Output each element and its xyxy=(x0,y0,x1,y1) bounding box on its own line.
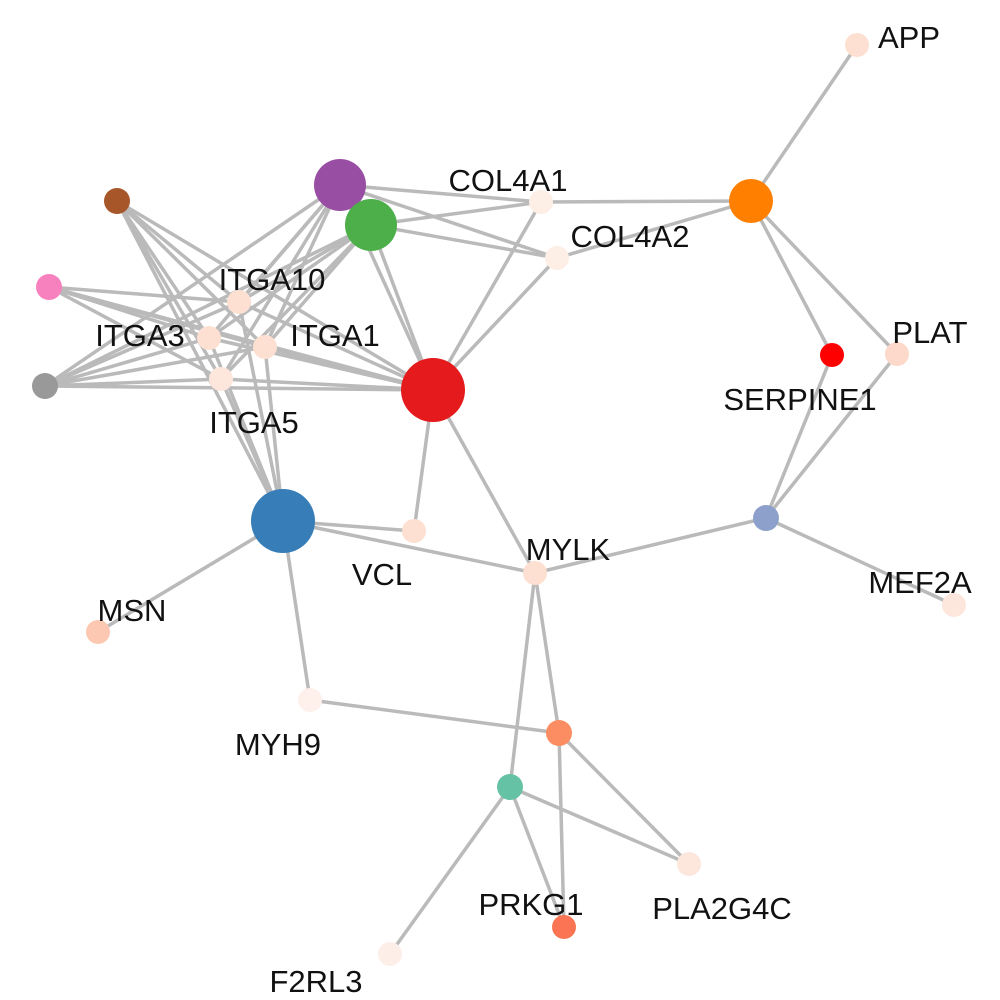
node-label-itga5: ITGA5 xyxy=(209,405,299,440)
edge-plat-hub-lavender xyxy=(764,352,899,520)
edge-hub-teal-f2rl3 xyxy=(388,785,512,956)
node-label-col4a1: COL4A1 xyxy=(449,163,568,198)
edge-hub-brown-itga10 xyxy=(115,199,241,304)
node-label-itga1: ITGA1 xyxy=(290,318,380,353)
edge-hub-pink-itga5 xyxy=(48,285,222,381)
edge-hub-purple-col4a1 xyxy=(339,183,542,204)
node-itga1[interactable] xyxy=(253,335,277,359)
edge-hub-purple-col4a2 xyxy=(339,183,558,260)
edge-hub-green-col4a1 xyxy=(370,200,542,227)
edge-hub-teal-prkg1 xyxy=(508,786,566,928)
edge-hub-red-hub-grey xyxy=(44,384,434,392)
edge-hub-grey-itga5 xyxy=(44,377,222,388)
node-label-serpine1: SERPINE1 xyxy=(723,382,876,417)
node-itga3[interactable] xyxy=(197,326,221,350)
node-label-itga10: ITGA10 xyxy=(219,262,326,297)
node-plat[interactable] xyxy=(885,342,909,366)
edge-hub-orange-col4a1 xyxy=(540,199,752,204)
edge-hub-brown-itga1 xyxy=(115,199,267,349)
node-label-mylk: MYLK xyxy=(526,532,611,567)
node-pla2g4c[interactable] xyxy=(677,852,701,876)
node-hub-teal[interactable] xyxy=(497,774,523,800)
node-label-vcl: VCL xyxy=(352,557,412,592)
edge-hub-pink-itga1 xyxy=(48,285,266,349)
node-mef2a[interactable] xyxy=(942,593,966,617)
node-col4a1[interactable] xyxy=(529,190,553,214)
node-msn[interactable] xyxy=(86,620,110,644)
node-hub-brown[interactable] xyxy=(104,188,130,214)
node-label-myh9: MYH9 xyxy=(235,727,321,762)
edge-serpine1-hub-lavender xyxy=(764,354,834,519)
node-hub-pink[interactable] xyxy=(36,274,62,300)
node-hub-green[interactable] xyxy=(345,199,397,251)
edge-layer xyxy=(44,44,955,956)
node-label-pla2g4c: PLA2G4C xyxy=(652,891,792,926)
node-hub-purple[interactable] xyxy=(314,159,366,211)
node-hub-orange[interactable] xyxy=(729,179,773,223)
edge-hub-grey-itga1 xyxy=(44,345,266,388)
edge-hub-grey-itga10 xyxy=(44,300,240,388)
edge-hub-purple-hub-grey xyxy=(44,183,341,388)
node-label-app: APP xyxy=(878,20,940,55)
node-hub-salmon[interactable] xyxy=(546,720,572,746)
edge-hub-lavender-mylk xyxy=(534,516,767,575)
node-col4a2[interactable] xyxy=(545,246,569,270)
node-app[interactable] xyxy=(845,33,869,57)
node-hub-lavender[interactable] xyxy=(753,505,779,531)
edge-hub-lavender-mef2a xyxy=(765,516,955,607)
edge-hub-grey-itga3 xyxy=(44,336,210,388)
node-serpine1[interactable] xyxy=(820,343,844,367)
edge-hub-green-col4a2 xyxy=(370,223,558,260)
node-layer xyxy=(32,33,966,966)
edge-myh9-hub-salmon xyxy=(309,698,560,735)
edge-app-hub-orange xyxy=(749,44,859,202)
node-label-prkg1: PRKG1 xyxy=(478,887,583,922)
node-prkg1[interactable] xyxy=(552,915,576,939)
edge-hub-blue-mylk xyxy=(282,519,536,575)
edge-hub-orange-plat xyxy=(749,199,899,356)
edge-hub-salmon-pla2g4c xyxy=(557,731,691,866)
edge-col4a1-hub-red xyxy=(431,201,543,391)
node-hub-red[interactable] xyxy=(401,358,465,422)
edge-mylk-hub-teal xyxy=(508,572,537,788)
node-vcl[interactable] xyxy=(402,519,426,543)
node-itga10[interactable] xyxy=(227,290,251,314)
node-itga5[interactable] xyxy=(209,367,233,391)
edge-hub-red-mylk xyxy=(431,389,537,574)
edge-hub-red-hub-brown xyxy=(116,199,434,392)
node-mylk[interactable] xyxy=(523,561,547,585)
edge-hub-pink-itga10 xyxy=(48,285,240,304)
edge-hub-orange-serpine1 xyxy=(749,200,834,356)
edge-hub-teal-pla2g4c xyxy=(509,785,690,866)
node-hub-blue[interactable] xyxy=(251,489,315,553)
node-label-msn: MSN xyxy=(98,593,167,628)
edge-hub-salmon-prkg1 xyxy=(557,732,566,928)
edge-hub-red-itga10 xyxy=(238,300,434,392)
edge-hub-blue-msn xyxy=(97,519,284,634)
node-f2rl3[interactable] xyxy=(378,942,402,966)
node-label-plat: PLAT xyxy=(892,315,967,350)
edge-hub-green-itga5 xyxy=(219,223,373,381)
node-hub-grey[interactable] xyxy=(32,373,58,399)
node-label-itga3: ITGA3 xyxy=(95,318,185,353)
edge-itga10-hub-blue xyxy=(237,301,285,522)
edge-hub-green-hub-grey xyxy=(44,223,372,388)
node-label-col4a2: COL4A2 xyxy=(571,219,690,254)
node-label-mef2a: MEF2A xyxy=(868,565,972,600)
node-myh9[interactable] xyxy=(298,688,322,712)
edge-hub-purple-itga5 xyxy=(219,184,342,380)
node-label-f2rl3: F2RL3 xyxy=(269,964,362,999)
edge-hub-orange-col4a2 xyxy=(556,199,752,260)
edge-hub-brown-hub-blue xyxy=(115,200,285,522)
edge-mylk-hub-salmon xyxy=(533,572,561,734)
